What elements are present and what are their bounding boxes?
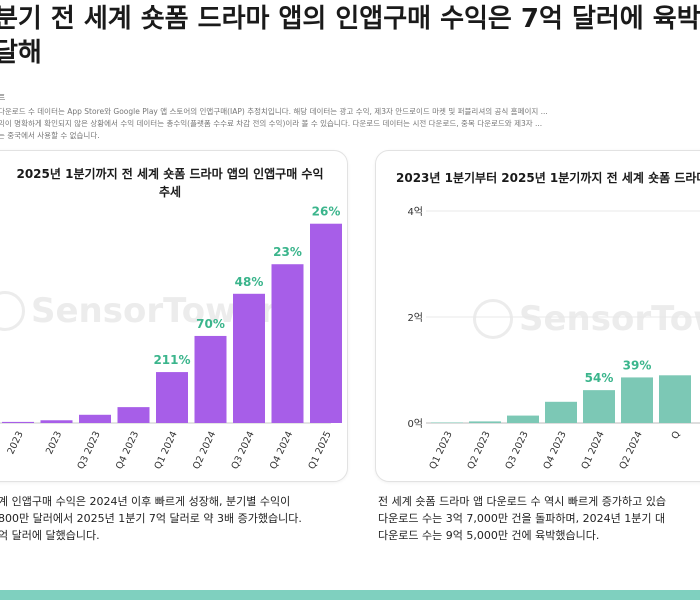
x-tick-label: Q1 2024 [580,430,607,472]
downloads-chart-title: 2023년 1분기부터 2025년 1분기까지 전 세계 숏폼 드라마 [396,171,700,185]
growth-label: 48% [235,275,264,289]
notes-line2: 익이 명확하게 확인되지 않은 상황에서 수익 데이터는 총수익(플랫폼 수수료… [0,119,543,128]
watermark-logo-icon [473,299,513,339]
bar-q1-2025 [310,223,342,423]
page-title-line2: 달해 [0,38,42,68]
y-tick-label: 4억 [407,206,423,218]
x-tick-label: Q1 2023 [428,430,455,472]
y-tick-label: 2억 [407,312,423,324]
bar-q3-2023 [507,415,539,423]
x-tick-label: Q2 2024 [191,430,218,472]
bottom-accent-band [0,590,700,600]
revenue-chart-title: 2025년 1분기까지 전 세계 숏폼 드라마 앱의 인앱구매 수익 추세 [5,165,335,201]
downloads-caption-line3: 다운로드 수는 9억 5,000만 건에 육박했습니다. [378,529,600,542]
growth-label: 54% [585,371,614,385]
growth-label: 26% [312,205,341,219]
source-label: 트 [0,93,6,102]
downloads-chart-card: 2023년 1분기부터 2025년 1분기까지 전 세계 숏폼 드라마 Sens… [375,150,700,482]
bar-q3-2024 [233,293,265,423]
bar-q1-2023 [431,422,463,423]
bar-q4-2024 [271,264,304,423]
watermark-text: SensorTower [519,299,700,339]
watermark-logo-icon [0,291,25,331]
bar-q1-2024 [156,372,188,423]
bar-q2-2023 [469,421,501,423]
bar-q2-2024 [194,335,227,423]
x-tick-label: 2023 [44,430,64,457]
revenue-bar-chart: 2023 2023 Q3 2023 Q4 2023 211% Q1 2024 70% Q2 2… [0,205,342,472]
downloads-caption-line1: 전 세계 숏폼 드라마 앱 다운로드 수 역시 빠르게 증가하고 있습 [378,495,666,508]
x-tick-label: Q3 2023 [504,430,531,472]
x-tick-label: Q1 2024 [153,430,180,472]
bar-q2-2023 [40,420,73,423]
revenue-chart-card: 2025년 1분기까지 전 세계 숏폼 드라마 앱의 인앱구매 수익 추세 Se… [0,150,348,482]
growth-label: 70% [196,317,225,331]
page-title: 분기 전 세계 숏폼 드라마 앱의 인앱구매 수익은 7억 달러에 육박 달해 [0,2,700,70]
x-tick-label: Q3 2023 [76,430,103,472]
x-tick-label: 2023 [6,430,26,457]
bar-q1-2024 [583,390,615,423]
x-tick-label: Q4 2024 [268,430,295,472]
bar-q4-2023 [117,407,150,423]
growth-label: 211% [153,353,190,367]
revenue-caption: 계 인앱구매 수익은 2024년 이후 빠르게 성장해, 분기별 수익이 800… [0,493,302,544]
bar-q2-2024 [621,377,653,423]
revenue-caption-line3: 억 달러에 달했습니다. [0,529,100,542]
x-tick-label: Q [670,430,683,441]
methodology-notes: 다운로드 수 데이터는 App Store와 Google Play 앱 스토어… [0,106,700,142]
x-tick-label: Q4 2023 [542,430,569,472]
revenue-caption-line2: 800만 달러에서 2025년 1분기 7억 달러로 약 3배 증가했습니다. [0,512,302,525]
x-tick-label: Q1 2025 [307,430,334,472]
page-title-line1: 분기 전 세계 숏폼 드라마 앱의 인앱구매 수익은 7억 달러에 육박 [0,4,700,34]
downloads-bar-chart: 0억 2억 4억 Q1 2023 Q2 2023 Q3 2023 Q4 2023 54% Q1 … [407,206,700,472]
bar-q3-2024 [659,375,691,423]
bar-q4-2023 [545,401,577,423]
notes-line1: 다운로드 수 데이터는 App Store와 Google Play 앱 스토어… [0,107,548,116]
x-tick-label: Q3 2024 [230,430,257,472]
notes-line3: 는 중국에서 사용할 수 없습니다. [0,131,100,140]
y-tick-label: 0억 [407,418,423,430]
x-tick-label: Q2 2024 [618,430,645,472]
downloads-caption: 전 세계 숏폼 드라마 앱 다운로드 수 역시 빠르게 증가하고 있습 다운로드… [378,493,666,544]
growth-label: 39% [623,358,652,372]
revenue-chart-title-line2: 추세 [158,185,182,199]
x-tick-label: Q2 2023 [466,430,493,472]
growth-label: 23% [273,245,302,259]
revenue-chart-title-line1: 2025년 1분기까지 전 세계 숏폼 드라마 앱의 인앱구매 수익 [16,167,324,181]
bar-q1-2023 [2,421,34,423]
downloads-caption-line2: 다운로드 수는 3억 7,000만 건을 돌파하며, 2024년 1분기 대 [378,512,666,525]
x-tick-label: Q4 2023 [114,430,141,472]
bar-q3-2023 [79,414,111,423]
revenue-caption-line1: 계 인앱구매 수익은 2024년 이후 빠르게 성장해, 분기별 수익이 [0,495,291,508]
